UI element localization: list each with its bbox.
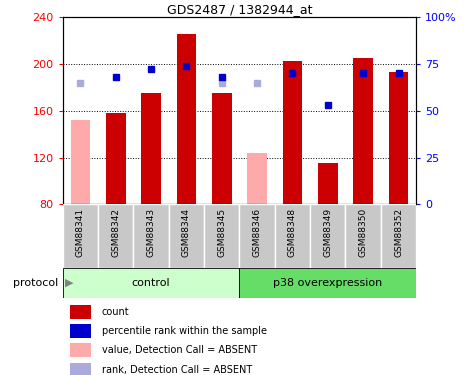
- Bar: [98, 204, 133, 268]
- Bar: [133, 204, 169, 268]
- Bar: [353, 58, 373, 204]
- Bar: [204, 204, 239, 268]
- Bar: [63, 268, 239, 298]
- Bar: [239, 268, 416, 298]
- Text: protocol: protocol: [13, 278, 58, 288]
- Text: ▶: ▶: [65, 278, 73, 288]
- Text: percentile rank within the sample: percentile rank within the sample: [102, 326, 266, 336]
- Text: GSM88349: GSM88349: [323, 208, 332, 256]
- Bar: [389, 72, 408, 204]
- Bar: [70, 324, 91, 338]
- Bar: [318, 164, 338, 204]
- Text: rank, Detection Call = ABSENT: rank, Detection Call = ABSENT: [102, 364, 252, 375]
- Bar: [70, 363, 91, 375]
- Text: GSM88341: GSM88341: [76, 208, 85, 256]
- Bar: [212, 93, 232, 204]
- Text: GSM88342: GSM88342: [111, 208, 120, 256]
- Text: GSM88352: GSM88352: [394, 208, 403, 256]
- Text: value, Detection Call = ABSENT: value, Detection Call = ABSENT: [102, 345, 257, 355]
- Text: GSM88350: GSM88350: [359, 208, 368, 257]
- Bar: [177, 34, 196, 204]
- Text: count: count: [102, 307, 129, 317]
- Text: control: control: [132, 278, 171, 288]
- Bar: [71, 120, 90, 204]
- Bar: [381, 204, 416, 268]
- Bar: [70, 305, 91, 319]
- Bar: [239, 204, 275, 268]
- Bar: [169, 204, 204, 268]
- Text: GSM88348: GSM88348: [288, 208, 297, 256]
- Title: GDS2487 / 1382944_at: GDS2487 / 1382944_at: [167, 3, 312, 16]
- Bar: [275, 204, 310, 268]
- Text: GSM88343: GSM88343: [146, 208, 156, 256]
- Bar: [345, 204, 381, 268]
- Bar: [310, 204, 345, 268]
- Bar: [247, 153, 267, 204]
- Text: GSM88345: GSM88345: [217, 208, 226, 256]
- Bar: [141, 93, 161, 204]
- Bar: [63, 204, 98, 268]
- Text: GSM88344: GSM88344: [182, 208, 191, 256]
- Text: p38 overexpression: p38 overexpression: [273, 278, 382, 288]
- Text: GSM88346: GSM88346: [252, 208, 262, 256]
- Bar: [70, 344, 91, 357]
- Bar: [106, 113, 126, 204]
- Bar: [283, 62, 302, 204]
